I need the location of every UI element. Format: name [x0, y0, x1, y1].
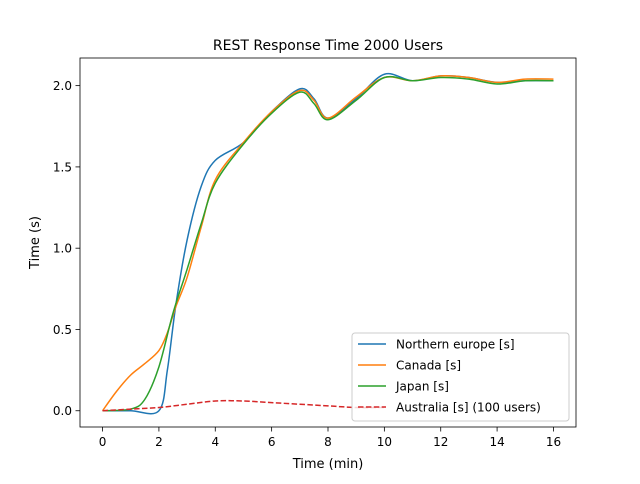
chart-title: REST Response Time 2000 Users — [213, 38, 443, 54]
x-tick-label: 14 — [489, 435, 504, 449]
series-line-4 — [102, 399, 385, 412]
x-tick-label: 10 — [377, 435, 392, 449]
legend-label: Australia [s] (100 users) — [396, 401, 541, 415]
series-line-3 — [102, 75, 554, 412]
x-tick-label: 8 — [324, 435, 332, 449]
x-tick-label: 6 — [268, 435, 276, 449]
x-tick-label: 4 — [211, 435, 219, 449]
series-line-2 — [101, 75, 554, 412]
y-tick-label: 2.0 — [53, 79, 72, 93]
plot-area — [101, 72, 554, 415]
y-tick-label: 1.0 — [53, 242, 72, 256]
x-axis: 0 2 4 6 8 10 12 14 16 — [99, 427, 561, 449]
y-tick-label: 1.5 — [53, 160, 72, 174]
legend-label: Northern europe [s] — [396, 338, 515, 352]
y-tick-label: 0.5 — [53, 323, 72, 337]
x-tick-label: 2 — [155, 435, 163, 449]
legend: Northern europe [s] Canada [s] Japan [s] Au… — [351, 332, 570, 422]
y-axis-label: Time (s) — [28, 216, 43, 270]
legend-box — [351, 332, 570, 422]
legend-label: Canada [s] — [396, 359, 461, 373]
y-tick-label: 0.0 — [53, 404, 72, 418]
x-tick-label: 12 — [433, 435, 448, 449]
x-tick-label: 0 — [99, 435, 107, 449]
x-axis-label: Time (min) — [292, 457, 364, 472]
x-tick-label: 16 — [546, 435, 561, 449]
legend-label: Japan [s] — [395, 380, 449, 394]
y-axis: 0.0 0.5 1.0 1.5 2.0 — [53, 79, 80, 418]
